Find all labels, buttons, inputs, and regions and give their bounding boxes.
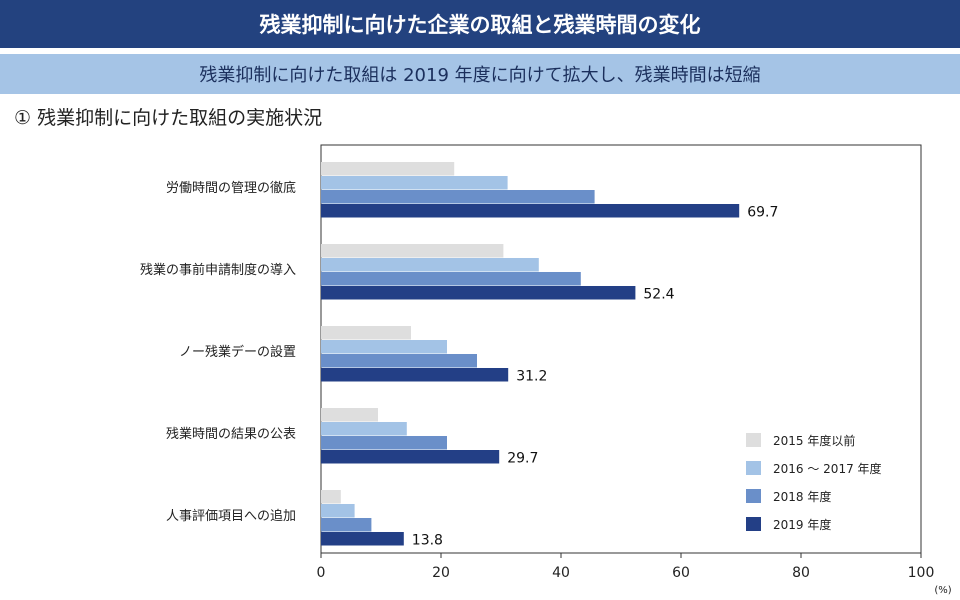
page-subheader: 残業抑制に向けた取組は 2019 年度に向けて拡大し、残業時間は短縮 — [0, 54, 960, 94]
bar — [321, 532, 404, 546]
category-label: 残業の事前申請制度の導入 — [140, 262, 296, 278]
bar — [321, 504, 355, 518]
bar — [321, 490, 341, 504]
bar — [321, 286, 636, 300]
header-title: 残業抑制に向けた企業の取組と残業時間の変化 — [259, 13, 701, 37]
x-tick-label: 60 — [672, 565, 690, 581]
legend-swatch — [746, 461, 761, 475]
bar — [321, 272, 581, 286]
bar — [321, 436, 447, 450]
legend-swatch — [746, 517, 761, 531]
x-tick-label: 40 — [552, 565, 570, 581]
legend-label: 2019 年度 — [773, 517, 831, 532]
legend-label: 2015 年度以前 — [773, 433, 855, 448]
category-label: ノー残業デーの設置 — [179, 344, 296, 360]
value-label: 29.7 — [507, 451, 538, 467]
category-label: 労働時間の管理の徹底 — [166, 180, 296, 196]
bar — [321, 368, 509, 382]
legend-label: 2016 ～ 2017 年度 — [773, 461, 882, 476]
x-tick-label: 20 — [432, 565, 450, 581]
value-label: 13.8 — [412, 533, 443, 549]
bar — [321, 340, 447, 354]
bar — [321, 190, 595, 204]
bar — [321, 450, 500, 464]
x-tick-label: 0 — [317, 565, 326, 581]
legend-label: 2018 年度 — [773, 489, 831, 504]
section-title: ① 残業抑制に向けた取組の実施状況 — [14, 107, 323, 129]
bar — [321, 176, 508, 190]
bar — [321, 162, 455, 176]
x-tick-label: 80 — [792, 565, 810, 581]
subheader-text: 残業抑制に向けた取組は 2019 年度に向けて拡大し、残業時間は短縮 — [199, 65, 761, 86]
bar — [321, 518, 372, 532]
bar — [321, 326, 411, 340]
legend-swatch — [746, 433, 761, 447]
x-unit-label: (%) — [934, 585, 951, 596]
bar — [321, 244, 504, 258]
category-label: 人事評価項目への追加 — [166, 508, 296, 524]
bar — [321, 408, 378, 422]
legend-swatch — [746, 489, 761, 503]
bar — [321, 422, 407, 436]
bar — [321, 354, 477, 368]
page-header: 残業抑制に向けた企業の取組と残業時間の変化 — [0, 0, 960, 48]
category-label: 残業時間の結果の公表 — [166, 426, 296, 442]
value-label: 52.4 — [643, 287, 674, 303]
x-tick-label: 100 — [908, 565, 935, 581]
bar — [321, 258, 539, 272]
bar — [321, 204, 740, 218]
value-label: 69.7 — [747, 205, 778, 221]
value-label: 31.2 — [516, 369, 547, 385]
